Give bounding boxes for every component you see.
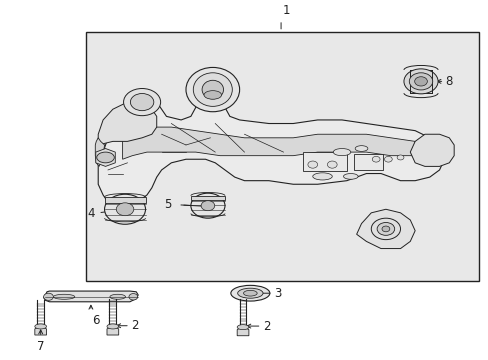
- Ellipse shape: [243, 291, 257, 296]
- Ellipse shape: [104, 194, 145, 224]
- Polygon shape: [104, 197, 145, 203]
- Ellipse shape: [381, 226, 389, 232]
- Ellipse shape: [403, 69, 437, 94]
- Ellipse shape: [185, 67, 239, 112]
- Polygon shape: [122, 127, 414, 159]
- Circle shape: [307, 161, 317, 168]
- Circle shape: [396, 155, 403, 160]
- Bar: [86, 32, 478, 281]
- Ellipse shape: [123, 89, 160, 116]
- Polygon shape: [190, 196, 224, 200]
- Polygon shape: [35, 326, 46, 335]
- Polygon shape: [409, 134, 453, 166]
- Ellipse shape: [354, 146, 367, 152]
- Ellipse shape: [230, 285, 269, 301]
- Ellipse shape: [237, 325, 248, 330]
- Ellipse shape: [43, 293, 53, 300]
- Ellipse shape: [332, 149, 350, 156]
- Ellipse shape: [193, 73, 232, 106]
- Ellipse shape: [116, 203, 134, 216]
- Circle shape: [371, 156, 379, 162]
- Text: 8: 8: [445, 75, 452, 88]
- Ellipse shape: [408, 73, 432, 90]
- Circle shape: [384, 156, 391, 162]
- Text: 2: 2: [263, 320, 270, 333]
- Ellipse shape: [370, 218, 400, 240]
- Polygon shape: [96, 149, 115, 166]
- Bar: [353, 154, 383, 170]
- Text: 1: 1: [282, 4, 289, 17]
- Polygon shape: [43, 291, 138, 302]
- Polygon shape: [98, 84, 444, 206]
- Ellipse shape: [203, 91, 221, 99]
- Ellipse shape: [237, 288, 263, 298]
- Ellipse shape: [129, 293, 138, 300]
- Text: 7: 7: [37, 339, 44, 353]
- Polygon shape: [409, 70, 431, 93]
- Bar: [303, 152, 346, 171]
- Ellipse shape: [130, 94, 154, 111]
- Polygon shape: [237, 327, 248, 336]
- Ellipse shape: [35, 324, 46, 329]
- Text: 4: 4: [87, 207, 95, 220]
- Ellipse shape: [414, 77, 427, 86]
- Polygon shape: [356, 209, 414, 248]
- Ellipse shape: [376, 222, 394, 235]
- Polygon shape: [107, 326, 119, 335]
- Ellipse shape: [312, 173, 331, 180]
- Ellipse shape: [110, 294, 125, 299]
- Ellipse shape: [202, 80, 223, 99]
- Text: 3: 3: [273, 287, 281, 300]
- Ellipse shape: [190, 193, 224, 218]
- Ellipse shape: [343, 174, 357, 179]
- Text: 2: 2: [131, 319, 139, 332]
- Text: 5: 5: [163, 198, 171, 211]
- Ellipse shape: [53, 294, 75, 299]
- Ellipse shape: [201, 201, 214, 211]
- Text: 6: 6: [92, 314, 100, 327]
- Circle shape: [327, 161, 336, 168]
- Ellipse shape: [97, 152, 114, 163]
- Ellipse shape: [107, 324, 119, 329]
- Polygon shape: [98, 102, 157, 145]
- Polygon shape: [95, 138, 104, 166]
